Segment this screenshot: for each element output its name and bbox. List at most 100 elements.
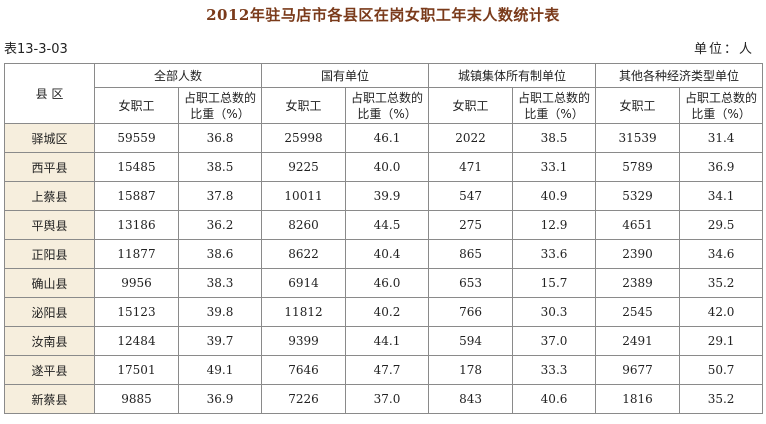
female-worker-count: 59559 bbox=[94, 123, 179, 153]
share-percent: 50.7 bbox=[679, 355, 764, 385]
header-share-line2: 比重（%） bbox=[691, 106, 751, 121]
female-worker-count: 31539 bbox=[595, 123, 681, 153]
share-percent: 42.0 bbox=[679, 297, 764, 327]
county-name: 汝南县 bbox=[4, 326, 95, 356]
female-worker-count: 25998 bbox=[261, 123, 347, 153]
share-percent: 46.1 bbox=[345, 123, 430, 153]
share-percent: 40.2 bbox=[345, 297, 430, 327]
share-percent: 36.2 bbox=[177, 210, 263, 240]
county-name: 平舆县 bbox=[4, 210, 95, 240]
female-worker-count: 8622 bbox=[261, 239, 347, 269]
table-row: 上蔡县 15887 37.8 10011 39.9 547 40.9 5329 34.1 bbox=[4, 181, 764, 211]
share-percent: 34.1 bbox=[679, 181, 764, 211]
header-group-all: 全部人数 bbox=[93, 63, 263, 88]
female-worker-count: 471 bbox=[428, 152, 514, 182]
female-worker-count: 9399 bbox=[261, 326, 347, 356]
table-body: 驿城区 59559 36.8 25998 46.1 2022 38.5 31539 31.4 西平… bbox=[4, 123, 764, 414]
header-share-line2: 比重（%） bbox=[524, 106, 584, 121]
table-header: 县 区 全部人数 国有单位 城镇集体所有制单位 其他各种经济类型单位 女职工 占职… bbox=[4, 63, 764, 124]
share-percent: 40.6 bbox=[512, 384, 597, 414]
share-percent: 30.3 bbox=[512, 297, 597, 327]
table-row: 确山县 9956 38.3 6914 46.0 653 15.7 2389 35.2 bbox=[4, 268, 764, 298]
share-percent: 38.3 bbox=[177, 268, 263, 298]
share-percent: 49.1 bbox=[177, 355, 263, 385]
female-worker-count: 15123 bbox=[94, 297, 179, 327]
female-worker-count: 13186 bbox=[94, 210, 179, 240]
share-percent: 40.0 bbox=[345, 152, 430, 182]
share-percent: 39.7 bbox=[177, 326, 263, 356]
share-percent: 36.9 bbox=[177, 384, 263, 414]
unit-label: 单位：人 bbox=[693, 42, 754, 57]
county-name: 新蔡县 bbox=[4, 384, 95, 414]
female-worker-count: 12484 bbox=[94, 326, 179, 356]
header-share: 占职工总数的 比重（%） bbox=[512, 87, 597, 124]
share-percent: 33.6 bbox=[512, 239, 597, 269]
table-row: 正阳县 11877 38.6 8622 40.4 865 33.6 2390 34.6 bbox=[4, 239, 764, 269]
female-worker-count: 2022 bbox=[428, 123, 514, 153]
header-group-other: 其他各种经济类型单位 bbox=[595, 63, 764, 88]
statistics-table: 县 区 全部人数 国有单位 城镇集体所有制单位 其他各种经济类型单位 女职工 占职… bbox=[4, 63, 764, 414]
female-worker-count: 2491 bbox=[595, 326, 681, 356]
female-worker-count: 17501 bbox=[94, 355, 179, 385]
county-name: 泌阳县 bbox=[4, 297, 95, 327]
header-group-urban-collective: 城镇集体所有制单位 bbox=[428, 63, 597, 88]
header-share-line2: 比重（%） bbox=[190, 106, 250, 121]
share-percent: 38.5 bbox=[177, 152, 263, 182]
female-worker-count: 8260 bbox=[261, 210, 347, 240]
female-worker-count: 2390 bbox=[595, 239, 681, 269]
header-share-line1: 占职工总数的 bbox=[518, 90, 591, 105]
share-percent: 47.7 bbox=[345, 355, 430, 385]
county-name: 西平县 bbox=[4, 152, 95, 182]
female-worker-count: 275 bbox=[428, 210, 514, 240]
header-female-workers: 女职工 bbox=[428, 87, 514, 124]
female-worker-count: 9956 bbox=[94, 268, 179, 298]
female-worker-count: 10011 bbox=[261, 181, 347, 211]
table-row: 新蔡县 9885 36.9 7226 37.0 843 40.6 1816 35.2 bbox=[4, 384, 764, 414]
share-percent: 36.8 bbox=[177, 123, 263, 153]
female-worker-count: 653 bbox=[428, 268, 514, 298]
share-percent: 36.9 bbox=[679, 152, 764, 182]
county-name: 正阳县 bbox=[4, 239, 95, 269]
share-percent: 40.9 bbox=[512, 181, 597, 211]
share-percent: 38.6 bbox=[177, 239, 263, 269]
header-female-workers: 女职工 bbox=[595, 87, 681, 124]
share-percent: 29.5 bbox=[679, 210, 764, 240]
table-row: 汝南县 12484 39.7 9399 44.1 594 37.0 2491 29.1 bbox=[4, 326, 764, 356]
table-row: 遂平县 17501 49.1 7646 47.7 178 33.3 9677 50.7 bbox=[4, 355, 764, 385]
female-worker-count: 4651 bbox=[595, 210, 681, 240]
header-group-state-owned: 国有单位 bbox=[261, 63, 430, 88]
county-name: 遂平县 bbox=[4, 355, 95, 385]
female-worker-count: 2545 bbox=[595, 297, 681, 327]
county-name: 确山县 bbox=[4, 268, 95, 298]
header-share: 占职工总数的 比重（%） bbox=[177, 87, 263, 124]
female-worker-count: 2389 bbox=[595, 268, 681, 298]
share-percent: 35.2 bbox=[679, 384, 764, 414]
table-row: 驿城区 59559 36.8 25998 46.1 2022 38.5 31539 31.4 bbox=[4, 123, 764, 153]
female-worker-count: 5789 bbox=[595, 152, 681, 182]
female-worker-count: 1816 bbox=[595, 384, 681, 414]
female-worker-count: 594 bbox=[428, 326, 514, 356]
header-female-workers: 女职工 bbox=[261, 87, 347, 124]
header-share: 占职工总数的 比重（%） bbox=[679, 87, 764, 124]
header-female-workers: 女职工 bbox=[94, 87, 179, 124]
share-percent: 38.5 bbox=[512, 123, 597, 153]
share-percent: 37.8 bbox=[177, 181, 263, 211]
header-share-line1: 占职工总数的 bbox=[184, 90, 257, 105]
female-worker-count: 6914 bbox=[261, 268, 347, 298]
female-worker-count: 178 bbox=[428, 355, 514, 385]
share-percent: 44.5 bbox=[345, 210, 430, 240]
female-worker-count: 9225 bbox=[261, 152, 347, 182]
header-share-line2: 比重（%） bbox=[357, 106, 417, 121]
header-share-line1: 占职工总数的 bbox=[685, 90, 758, 105]
share-percent: 33.1 bbox=[512, 152, 597, 182]
header-region: 县 区 bbox=[4, 63, 95, 124]
female-worker-count: 11877 bbox=[94, 239, 179, 269]
table-row: 西平县 15485 38.5 9225 40.0 471 33.1 5789 36.9 bbox=[4, 152, 764, 182]
share-percent: 29.1 bbox=[679, 326, 764, 356]
share-percent: 39.9 bbox=[345, 181, 430, 211]
female-worker-count: 7646 bbox=[261, 355, 347, 385]
female-worker-count: 7226 bbox=[261, 384, 347, 414]
female-worker-count: 11812 bbox=[261, 297, 347, 327]
table-number: 表13-3-03 bbox=[4, 42, 68, 57]
female-worker-count: 9677 bbox=[595, 355, 681, 385]
